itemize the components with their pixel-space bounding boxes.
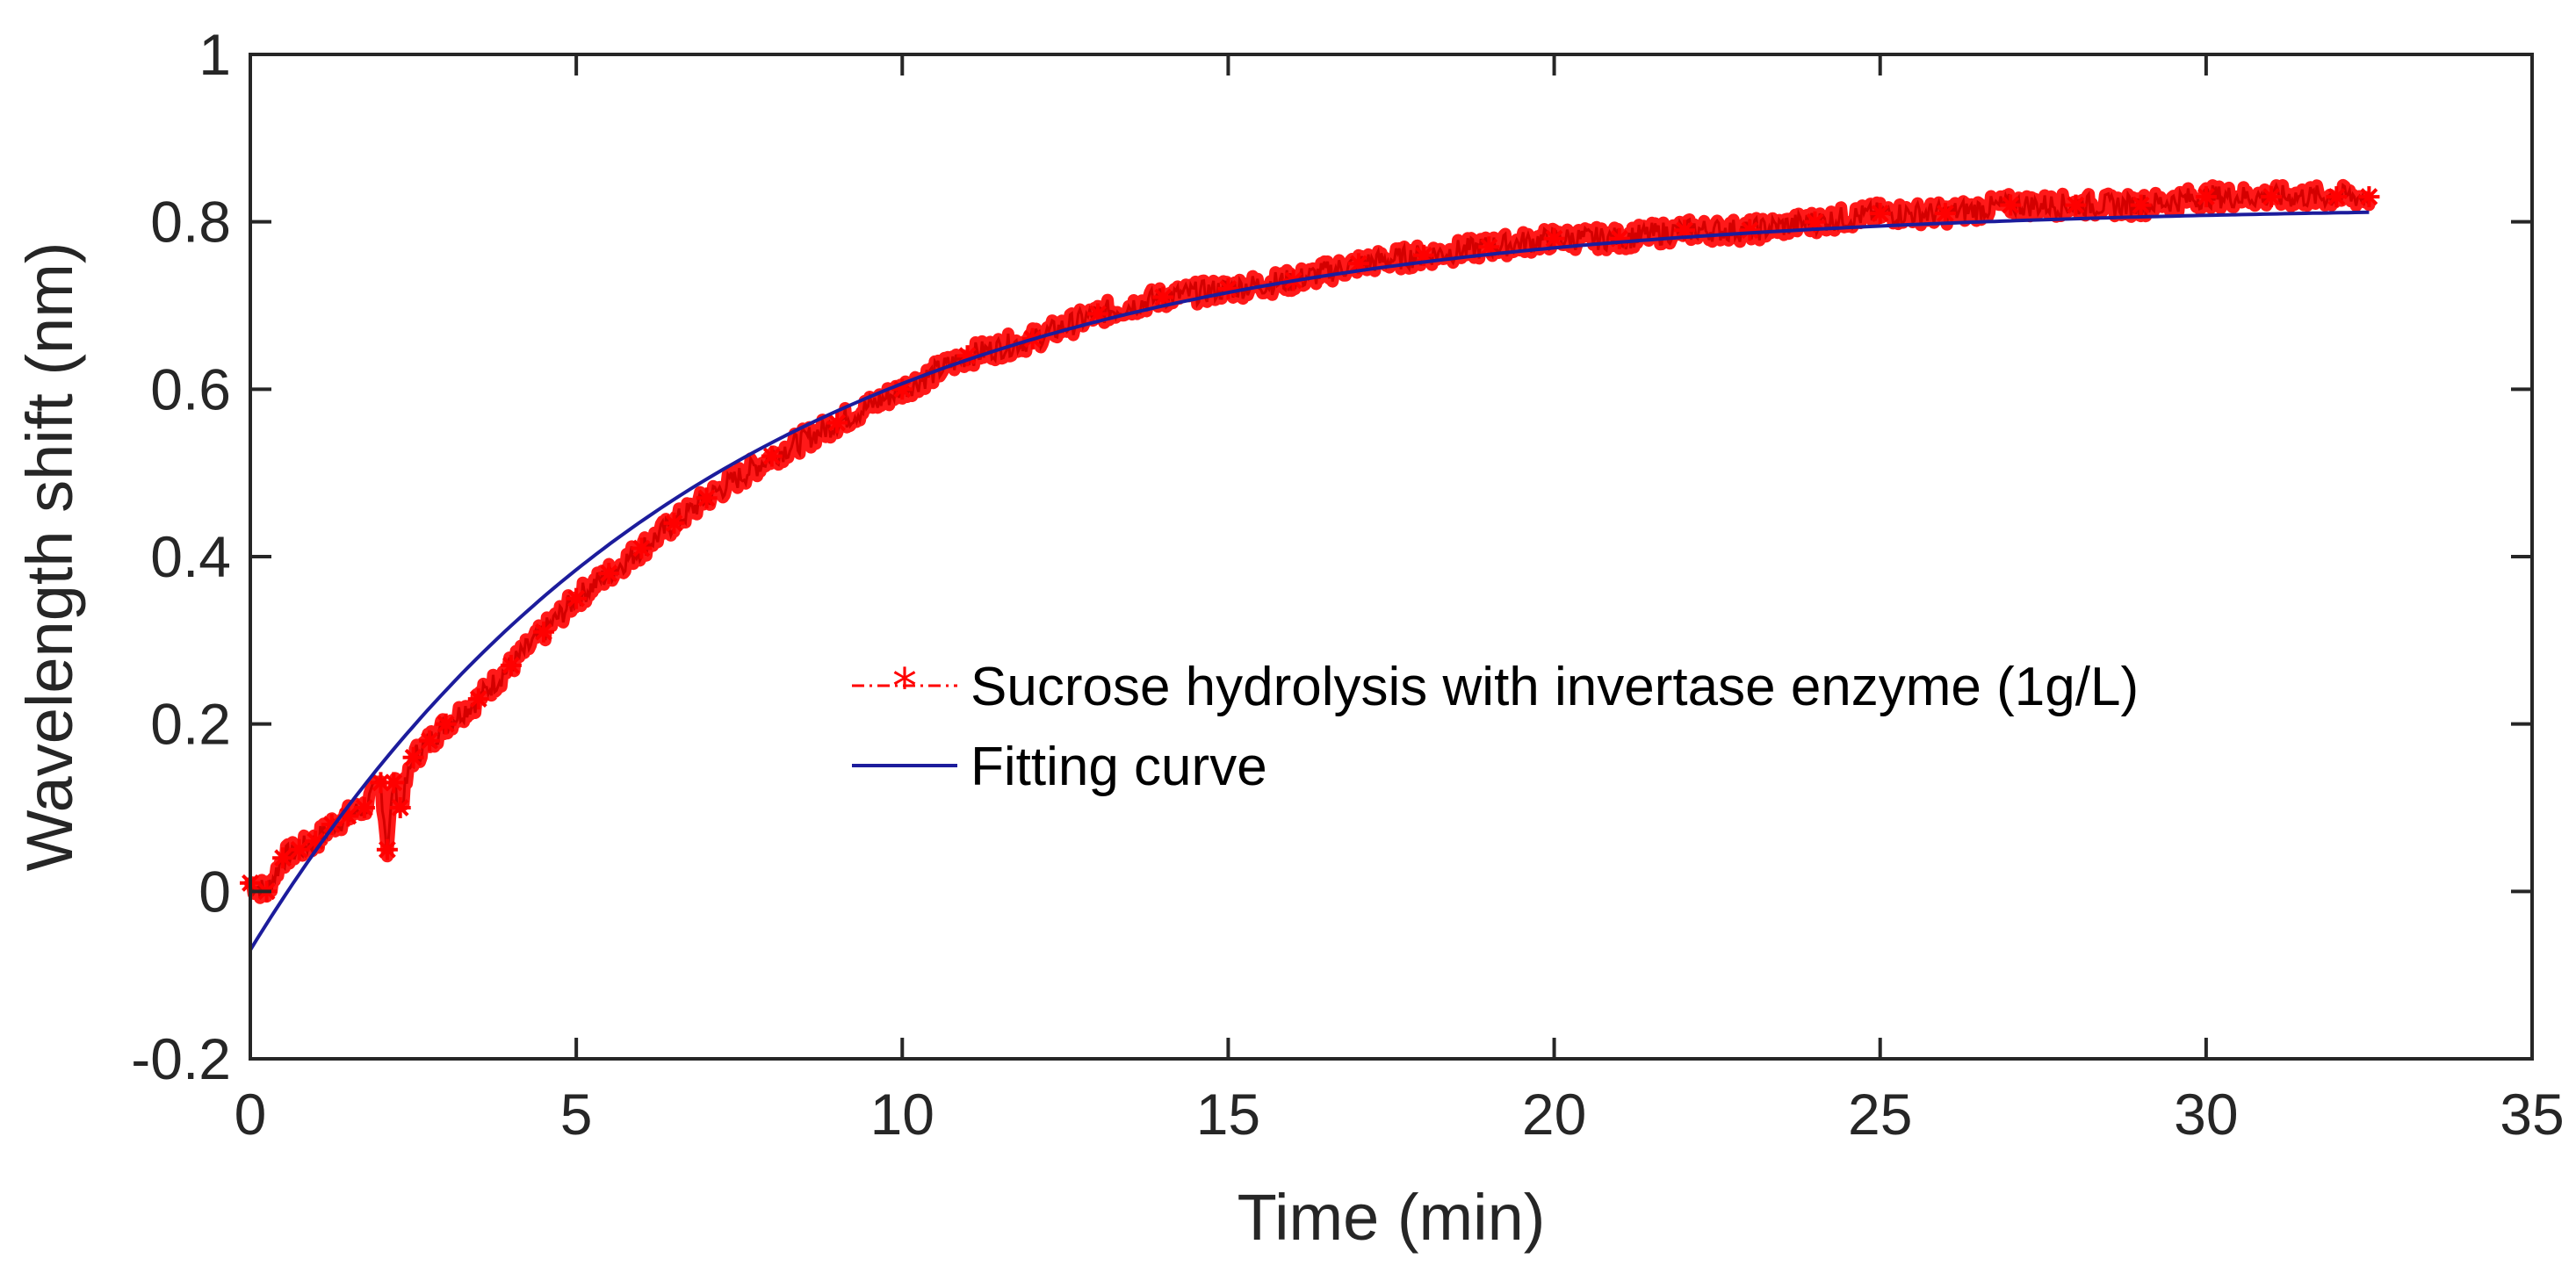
x-tick-label: 15 (1196, 1082, 1260, 1147)
measured-point (500, 654, 522, 676)
measured-point (2326, 186, 2348, 208)
x-tick-label: 0 (235, 1082, 267, 1147)
measured-point (2261, 186, 2283, 208)
fitting-curve (249, 210, 2370, 952)
measured-point (402, 746, 424, 768)
measured-point (1478, 236, 1500, 258)
measured-point (272, 847, 294, 869)
ticks-layer: 0 5 10 15 20 25 30 35-0.200.20.40.60.81 (131, 22, 2564, 1147)
x-tick-label: 5 (560, 1082, 593, 1147)
y-tick-label: 0.6 (150, 356, 231, 421)
measured-point (1869, 203, 1891, 225)
measured-point (288, 838, 310, 860)
x-tick-label: 25 (1848, 1082, 1912, 1147)
measured-point (2195, 186, 2217, 208)
legend-measured-marker: * (892, 658, 917, 716)
measured-point (376, 838, 398, 860)
measured-point (1934, 203, 1956, 225)
y-axis-title: Wavelength shift (nm) (13, 242, 86, 872)
measured-point (1608, 227, 1630, 249)
measured-point (383, 772, 405, 794)
y-tick-label: 1 (198, 22, 231, 87)
legend-fit-label: Fitting curve (971, 737, 1267, 797)
measured-point (467, 688, 489, 710)
measured-series-line (249, 182, 2370, 902)
measured-point (2130, 194, 2152, 216)
y-tick-label: 0.8 (150, 190, 231, 255)
x-tick-label: 30 (2174, 1082, 2238, 1147)
measured-point (1217, 277, 1239, 299)
measured-point (435, 713, 457, 735)
measured-series-band (244, 178, 2376, 904)
measured-point (389, 797, 411, 818)
measured-point (2065, 194, 2087, 216)
measured-point (598, 563, 620, 585)
data-layer (240, 178, 2380, 952)
x-tick-label: 20 (1522, 1082, 1586, 1147)
measured-point (419, 730, 441, 752)
measured-point (696, 487, 718, 509)
x-axis-title: Time (min) (1237, 1181, 1546, 1254)
measured-point (566, 587, 588, 609)
measured-point (826, 412, 848, 434)
measured-point (761, 445, 783, 467)
measured-point (1543, 227, 1565, 249)
measured-point (1739, 219, 1761, 241)
measured-point (533, 621, 554, 643)
y-tick-label: 0.2 (150, 692, 231, 757)
y-tick-label: -0.2 (131, 1026, 231, 1091)
y-tick-label: 0.4 (150, 524, 231, 589)
x-tick-label: 35 (2500, 1082, 2564, 1147)
y-tick-label: 0 (198, 859, 231, 924)
measured-point (2000, 194, 2022, 216)
x-tick-label: 10 (870, 1082, 934, 1147)
measured-point (631, 537, 653, 559)
measured-point (2358, 186, 2380, 208)
legend: * Sucrose hydrolysis with invertase enzy… (852, 657, 2139, 797)
measured-point (353, 797, 375, 818)
legend-measured-label: Sucrose hydrolysis with invertase enzyme… (971, 657, 2139, 717)
measured-point (663, 512, 685, 534)
